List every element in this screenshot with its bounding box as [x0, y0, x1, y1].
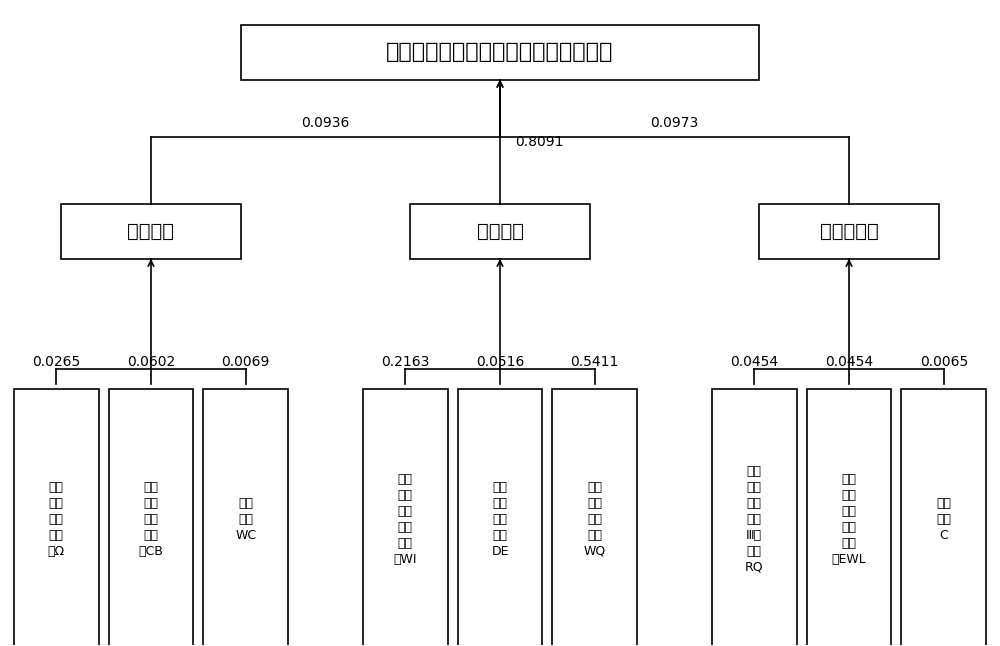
Text: 0.0069: 0.0069: [222, 355, 270, 369]
Text: 水位
站超
警风
险指
数Ω: 水位 站超 警风 险指 数Ω: [48, 481, 65, 557]
Text: 0.0454: 0.0454: [730, 355, 778, 369]
FancyBboxPatch shape: [203, 389, 288, 646]
Text: 水位
站超
警风
险指
数CB: 水位 站超 警风 险指 数CB: [139, 481, 163, 557]
Text: 0.0936: 0.0936: [301, 116, 350, 130]
Text: 0.2163: 0.2163: [381, 355, 429, 369]
FancyBboxPatch shape: [61, 204, 241, 259]
FancyBboxPatch shape: [410, 204, 590, 259]
Text: 引水
工程
引水
效率
DE: 引水 工程 引水 效率 DE: [491, 481, 509, 557]
FancyBboxPatch shape: [241, 25, 759, 79]
FancyBboxPatch shape: [712, 389, 797, 646]
Text: 重要
河湖
生态
水位
保证
率EWL: 重要 河湖 生态 水位 保证 率EWL: [832, 473, 866, 566]
Text: 水源
地水
质达
标率
WQ: 水源 地水 质达 标率 WQ: [584, 481, 606, 557]
Text: 0.0602: 0.0602: [127, 355, 175, 369]
FancyBboxPatch shape: [901, 389, 986, 646]
Text: 0.0454: 0.0454: [825, 355, 873, 369]
FancyBboxPatch shape: [14, 389, 99, 646]
Text: 0.8091: 0.8091: [515, 135, 563, 149]
FancyBboxPatch shape: [109, 389, 193, 646]
Text: 供水安全: 供水安全: [477, 222, 524, 241]
FancyBboxPatch shape: [759, 204, 939, 259]
Text: 蓄泄
系数
WC: 蓄泄 系数 WC: [235, 497, 256, 541]
Text: 河网
断面
水质
由于
Ⅲ类
比例
RQ: 河网 断面 水质 由于 Ⅲ类 比例 RQ: [745, 464, 764, 574]
FancyBboxPatch shape: [552, 389, 637, 646]
FancyBboxPatch shape: [458, 389, 542, 646]
Text: 水资源调度决策（抗旱调度优先情景）: 水资源调度决策（抗旱调度优先情景）: [386, 42, 614, 62]
Text: 0.0065: 0.0065: [920, 355, 968, 369]
Text: 水环境安全: 水环境安全: [820, 222, 878, 241]
Text: 启泵
成本
C: 启泵 成本 C: [936, 497, 951, 541]
Text: 0.0265: 0.0265: [32, 355, 80, 369]
Text: 0.0516: 0.0516: [476, 355, 524, 369]
Text: 0.0973: 0.0973: [650, 116, 699, 130]
FancyBboxPatch shape: [807, 389, 891, 646]
FancyBboxPatch shape: [363, 389, 448, 646]
Text: 防洪安全: 防洪安全: [127, 222, 174, 241]
Text: 允许
最低
旬均
水位
保证
率WI: 允许 最低 旬均 水位 保证 率WI: [394, 473, 417, 566]
Text: 0.5411: 0.5411: [571, 355, 619, 369]
